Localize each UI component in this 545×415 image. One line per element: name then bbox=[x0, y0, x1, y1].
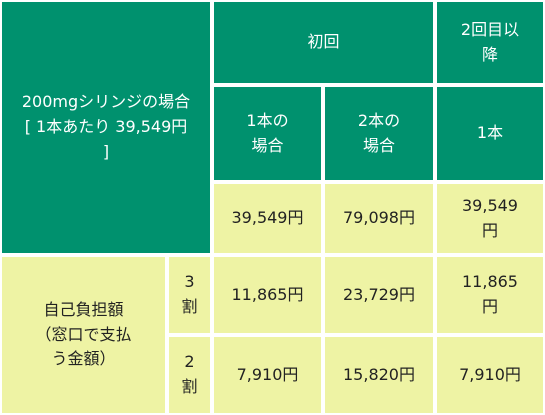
rate-cell-30: 3 割 bbox=[167, 255, 212, 335]
copay-value-cell: 11,865 円 bbox=[435, 255, 545, 335]
corner-line-2: [ 1本あたり 39,549円 bbox=[24, 117, 188, 137]
one-syringe-onward-header: 1本 bbox=[435, 85, 545, 182]
price-cell: 39,549 円 bbox=[435, 182, 545, 255]
two-syringe-header: 2本の 場合 bbox=[323, 85, 435, 182]
copay-value-cell: 7,910円 bbox=[212, 335, 323, 415]
corner-line-3: ] bbox=[102, 141, 110, 161]
second-onward-header: 2回目以 降 bbox=[435, 0, 545, 85]
copay-label-cell: 自己負担額 （窓口で支払 う金額） bbox=[0, 255, 167, 415]
price-cell: 39,549円 bbox=[212, 182, 323, 255]
first-time-header: 初回 bbox=[212, 0, 435, 85]
corner-header-cell: 200mgシリンジの場合 [ 1本あたり 39,549円 ] bbox=[0, 0, 212, 255]
corner-line-1: 200mgシリンジの場合 bbox=[21, 92, 191, 112]
copay-value-cell: 23,729円 bbox=[323, 255, 435, 335]
copay-value-cell: 7,910円 bbox=[435, 335, 545, 415]
copay-value-cell: 15,820円 bbox=[323, 335, 435, 415]
price-cell: 79,098円 bbox=[323, 182, 435, 255]
copay-value-cell: 11,865円 bbox=[212, 255, 323, 335]
one-syringe-header: 1本の 場合 bbox=[212, 85, 323, 182]
rate-cell-20: 2 割 bbox=[167, 335, 212, 415]
